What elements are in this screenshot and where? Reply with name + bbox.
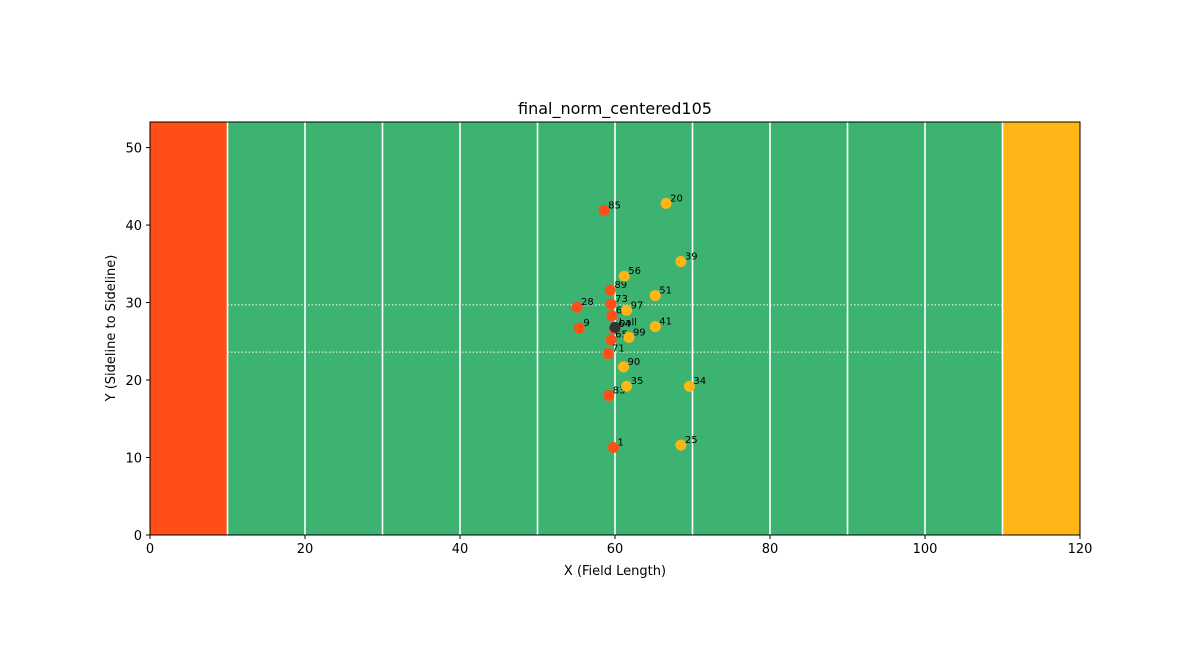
player-marker <box>604 284 616 296</box>
player-marker <box>573 322 585 334</box>
player-marker <box>649 290 661 302</box>
player-marker <box>571 301 583 313</box>
endzone-1 <box>150 122 228 535</box>
player-marker <box>603 390 615 402</box>
y-tick-label: 20 <box>125 374 142 389</box>
player-marker <box>607 441 619 453</box>
y-axis-label: Y (Sideline to Sideline) <box>104 255 119 403</box>
player-label: 64 <box>618 319 631 330</box>
player-label: 89 <box>614 280 627 291</box>
player-label: 28 <box>581 297 594 308</box>
player-marker <box>623 331 635 343</box>
player-label: 39 <box>685 251 698 262</box>
player-marker <box>683 380 695 392</box>
player-label: 90 <box>628 357 641 368</box>
player-marker <box>618 270 630 282</box>
x-tick-label: 20 <box>297 542 314 557</box>
player-label: 35 <box>631 376 644 387</box>
x-axis-label: X (Field Length) <box>564 564 666 579</box>
y-tick-label: 10 <box>125 452 142 467</box>
player-marker <box>605 334 617 346</box>
player-marker <box>621 304 633 316</box>
player-label: 51 <box>659 286 672 297</box>
chart-title: final_norm_centered105 <box>518 99 712 119</box>
player-marker <box>606 310 618 322</box>
player-marker <box>675 255 687 267</box>
y-tick-label: 30 <box>125 297 142 312</box>
player-label: 20 <box>670 193 683 204</box>
player-label: 34 <box>693 376 706 387</box>
x-tick-label: 100 <box>913 542 938 557</box>
y-tick-label: 40 <box>125 219 142 234</box>
player-label: 71 <box>612 344 625 355</box>
x-tick-label: 120 <box>1068 542 1093 557</box>
player-marker <box>660 197 672 209</box>
player-marker <box>649 321 661 333</box>
x-tick-label: 0 <box>146 542 154 557</box>
player-label: 83 <box>613 386 626 397</box>
x-tick-label: 40 <box>452 542 469 557</box>
x-tick-label: 60 <box>607 542 624 557</box>
player-marker <box>609 321 621 333</box>
y-tick-label: 50 <box>125 142 142 157</box>
player-label: 85 <box>608 200 621 211</box>
player-label: 25 <box>685 435 698 446</box>
player-marker <box>598 204 610 216</box>
player-marker <box>618 361 630 373</box>
y-tick-label: 0 <box>134 529 142 544</box>
player-label: 1 <box>617 437 623 448</box>
player-label: 99 <box>633 327 646 338</box>
endzone-2 <box>1002 122 1080 535</box>
player-label: 65 <box>615 330 628 341</box>
player-marker <box>602 348 614 360</box>
player-label: 9 <box>583 318 589 329</box>
plot-area: 8589732867964657183120395651974199903534… <box>150 122 1080 535</box>
x-tick-label: 80 <box>762 542 779 557</box>
player-label: 97 <box>631 300 644 311</box>
player-label: 73 <box>615 294 628 305</box>
player-label: 56 <box>628 266 641 277</box>
player-marker <box>675 439 687 451</box>
player-marker <box>621 380 633 392</box>
player-label: 41 <box>659 317 672 328</box>
player-marker <box>605 298 617 310</box>
player-label: ball <box>619 317 637 328</box>
